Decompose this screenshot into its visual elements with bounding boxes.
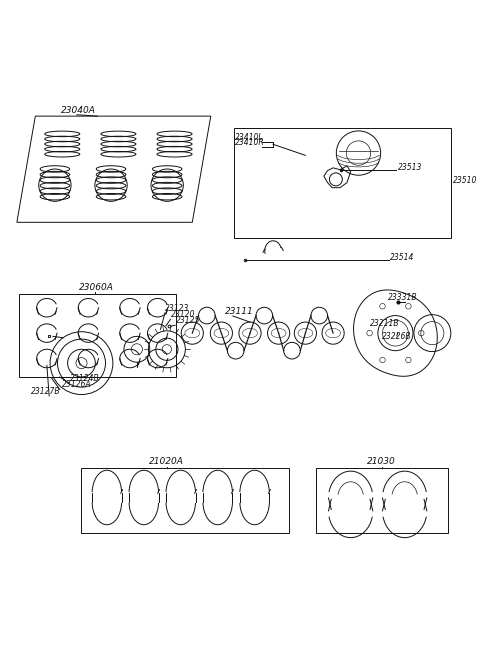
Text: 21020A: 21020A	[149, 457, 184, 466]
Text: 23123: 23123	[165, 304, 190, 313]
Text: 23514: 23514	[390, 253, 414, 262]
Text: 23125: 23125	[176, 316, 201, 325]
Text: 23510: 23510	[453, 176, 478, 185]
Text: 23211B: 23211B	[370, 319, 400, 328]
Text: 23120: 23120	[170, 310, 195, 319]
Text: 23513: 23513	[398, 162, 422, 171]
Text: 23226B: 23226B	[382, 332, 411, 342]
Text: 23111: 23111	[225, 307, 253, 316]
Text: 23040A: 23040A	[60, 106, 96, 115]
Text: 23127B: 23127B	[31, 387, 60, 396]
Text: 23410R: 23410R	[235, 138, 264, 147]
Text: 23126A: 23126A	[62, 380, 92, 390]
Text: 23410L: 23410L	[235, 133, 264, 141]
Text: 23124B: 23124B	[70, 374, 99, 383]
Text: 23331B: 23331B	[387, 293, 417, 302]
Text: 23060A: 23060A	[79, 283, 114, 292]
Text: 21030: 21030	[367, 457, 396, 466]
